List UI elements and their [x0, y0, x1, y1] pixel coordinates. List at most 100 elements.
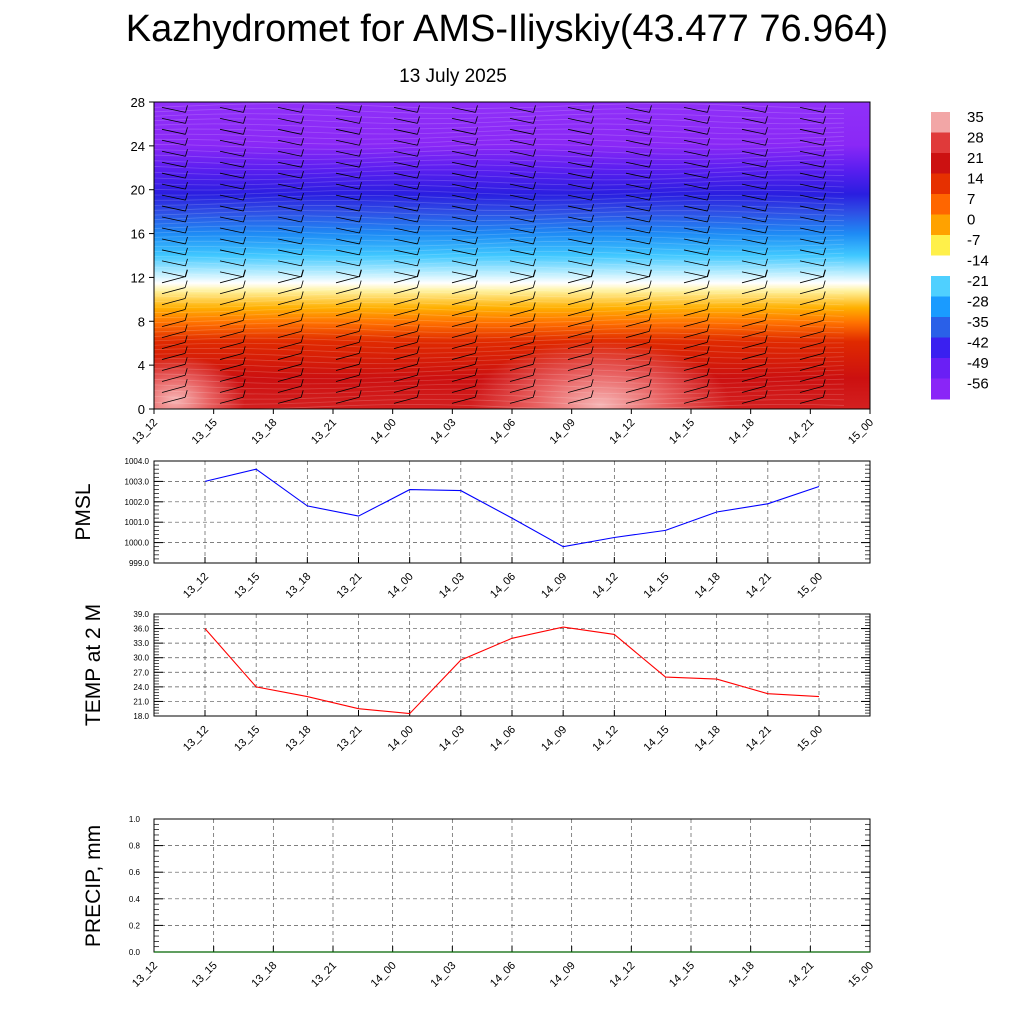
wind-barb	[393, 396, 418, 404]
wind-barb	[683, 161, 708, 168]
wind-barb-flag	[185, 138, 188, 146]
wind-barb	[277, 172, 302, 179]
wind-barb-flag	[475, 138, 478, 146]
wind-barb	[799, 309, 824, 317]
wind-barb-flag	[243, 203, 246, 212]
colorbar-swatch	[931, 255, 950, 277]
wind-barb	[335, 298, 360, 306]
wind-barb	[799, 150, 824, 157]
wind-barb-flag	[243, 171, 246, 179]
wind-barb	[277, 117, 302, 124]
wind-barb	[277, 352, 302, 360]
colorbar-label: 14	[967, 171, 984, 188]
x-tick-label: 14_12	[590, 724, 620, 754]
wind-barb-flag	[764, 280, 768, 288]
wind-barb-flag	[591, 203, 594, 212]
wind-barb	[741, 352, 766, 360]
wind-barb	[799, 271, 824, 278]
wind-barb-flag	[822, 379, 826, 387]
wind-barb	[161, 172, 186, 179]
wind-barb	[625, 205, 650, 212]
wind-barb	[683, 139, 708, 146]
chart-title: Kazhydromet for AMS-Iliyskiy(43.477 76.9…	[125, 8, 889, 50]
wind-barb-flag	[590, 291, 594, 299]
wind-barb	[219, 363, 244, 371]
colorbar-label: 35	[967, 109, 984, 126]
wind-barb	[451, 139, 476, 146]
wind-barb-flag	[301, 138, 304, 146]
wind-barb	[451, 238, 476, 245]
wind-barb	[393, 342, 418, 349]
x-tick-label: 15_00	[795, 571, 825, 601]
wind-barb	[393, 150, 418, 157]
wind-barb	[219, 161, 244, 168]
x-tick-label: 14_03	[437, 724, 467, 754]
wind-barb	[799, 320, 824, 328]
wind-barb	[741, 320, 766, 328]
wind-barb	[335, 106, 360, 113]
wind-barb-flag	[300, 291, 304, 299]
wind-barb-flag	[765, 171, 768, 179]
wind-barb	[683, 260, 708, 267]
wind-barb	[393, 276, 418, 284]
wind-barb	[741, 249, 766, 256]
wind-barb	[683, 396, 708, 404]
wind-barb	[335, 172, 360, 179]
x-tick-label: 14_06	[488, 960, 518, 990]
wind-barb-flag	[590, 368, 594, 376]
wind-barb-flag	[359, 236, 362, 245]
wind-barb-flag	[416, 335, 420, 343]
wind-barb-flag	[648, 357, 652, 365]
x-tick-label: 14_21	[744, 571, 774, 601]
wind-barb	[799, 276, 824, 284]
wind-barb-flag	[416, 313, 420, 321]
wind-barb	[451, 331, 476, 339]
wind-barb	[741, 161, 766, 168]
contour-line	[154, 276, 845, 283]
wind-barb	[161, 227, 186, 234]
wind-barb	[741, 363, 766, 371]
wind-barb-flag	[649, 138, 652, 146]
wind-barb-flag	[706, 280, 710, 288]
wind-barb	[393, 128, 418, 135]
wind-barb	[277, 396, 302, 404]
x-tick-label: 14_18	[727, 417, 757, 447]
wind-barb	[335, 374, 360, 382]
contour-line	[154, 103, 845, 109]
wind-barb	[625, 331, 650, 339]
grid	[154, 818, 870, 953]
wind-barb	[219, 309, 244, 317]
wind-barb-flag	[707, 247, 710, 256]
wind-barb-flag	[416, 280, 420, 288]
wind-barb-flag	[649, 182, 652, 190]
wind-barb-flag	[417, 160, 420, 168]
wind-barb	[219, 216, 244, 223]
wind-barb-flag	[764, 324, 768, 332]
wind-barb	[451, 363, 476, 371]
wind-barb	[567, 342, 592, 349]
y-axis-label: PMSL	[72, 483, 95, 540]
wind-barb	[451, 161, 476, 168]
wind-barb	[161, 385, 186, 393]
wind-barb-flag	[301, 192, 304, 201]
warm-core-1	[154, 355, 245, 409]
contour-line	[154, 143, 845, 150]
wind-barb	[625, 320, 650, 328]
wind-barb	[683, 342, 708, 349]
wind-barb	[161, 150, 186, 157]
wind-barb	[741, 128, 766, 135]
wind-barb-flag	[359, 149, 362, 157]
wind-barb-flag	[185, 116, 188, 124]
wind-barb-flag	[648, 280, 652, 288]
wind-barb-flag	[475, 192, 478, 201]
wind-barb	[277, 106, 302, 113]
wind-barb	[683, 150, 708, 157]
wind-barb-flag	[358, 324, 362, 332]
wind-barb-flag	[474, 291, 478, 299]
wind-barb	[393, 227, 418, 234]
wind-barb	[161, 342, 186, 349]
wind-barb-flag	[590, 313, 594, 321]
wind-barb-flag	[359, 160, 362, 168]
wind-barb-flag	[649, 269, 652, 277]
wind-barb-flag	[764, 379, 768, 387]
